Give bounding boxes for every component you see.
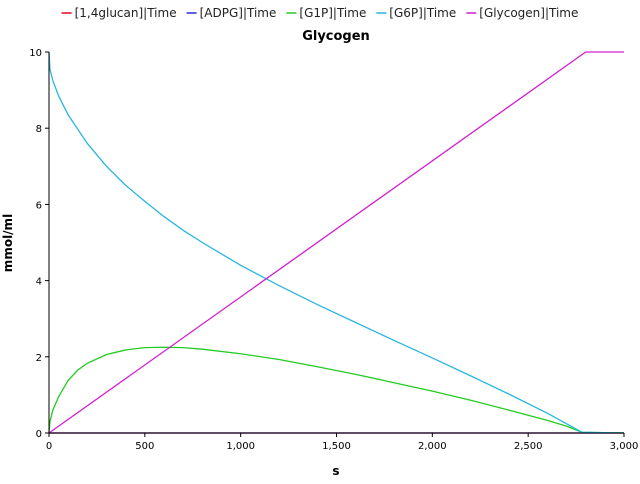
series-line-glycogen-time bbox=[48, 51, 624, 434]
y-tick-label: 2 bbox=[36, 353, 42, 364]
x-axis-label: s bbox=[332, 464, 339, 478]
x-tick-label: 2,000 bbox=[418, 441, 447, 452]
series-line-g6p-time bbox=[48, 51, 625, 434]
series-lines bbox=[48, 51, 625, 434]
x-tick-label: 3,000 bbox=[610, 441, 639, 452]
x-tick-label: 500 bbox=[135, 441, 154, 452]
y-tick-label: 0 bbox=[36, 429, 42, 440]
y-ticks: 0 2 4 6 8 10 bbox=[29, 48, 49, 440]
series-line-g1p-time bbox=[48, 346, 625, 434]
x-tick-label: 2,500 bbox=[514, 441, 543, 452]
legend: [1,4glucan]|Time [ADPG]|Time [G1P]|Time [G6… bbox=[61, 6, 578, 20]
legend-item: [ADPG]|Time bbox=[186, 6, 277, 20]
axes bbox=[48, 52, 624, 434]
y-tick-label: 8 bbox=[36, 124, 42, 135]
y-tick-label: 6 bbox=[36, 200, 42, 211]
y-tick-label: 4 bbox=[36, 277, 42, 288]
legend-label: [G6P]|Time bbox=[389, 6, 456, 20]
x-tick-label: 1,500 bbox=[322, 441, 351, 452]
chart-title: Glycogen bbox=[302, 29, 370, 44]
x-tick-label: 1,000 bbox=[226, 441, 255, 452]
x-ticks: 0 500 1,000 1,500 2,000 2,500 3,000 bbox=[46, 433, 639, 452]
legend-item: [1,4glucan]|Time bbox=[61, 6, 177, 20]
legend-item: [G1P]|Time bbox=[286, 6, 366, 20]
y-tick-label: 10 bbox=[29, 48, 42, 59]
legend-item: [G6P]|Time bbox=[376, 6, 456, 20]
x-tick-label: 0 bbox=[46, 441, 52, 452]
legend-label: [G1P]|Time bbox=[299, 6, 366, 20]
legend-label: [Glycogen]|Time bbox=[479, 6, 578, 20]
legend-label: [ADPG]|Time bbox=[200, 6, 277, 20]
legend-item: [Glycogen]|Time bbox=[466, 6, 578, 20]
y-axis-label: mmol/ml bbox=[1, 214, 15, 272]
legend-label: [1,4glucan]|Time bbox=[75, 6, 177, 20]
